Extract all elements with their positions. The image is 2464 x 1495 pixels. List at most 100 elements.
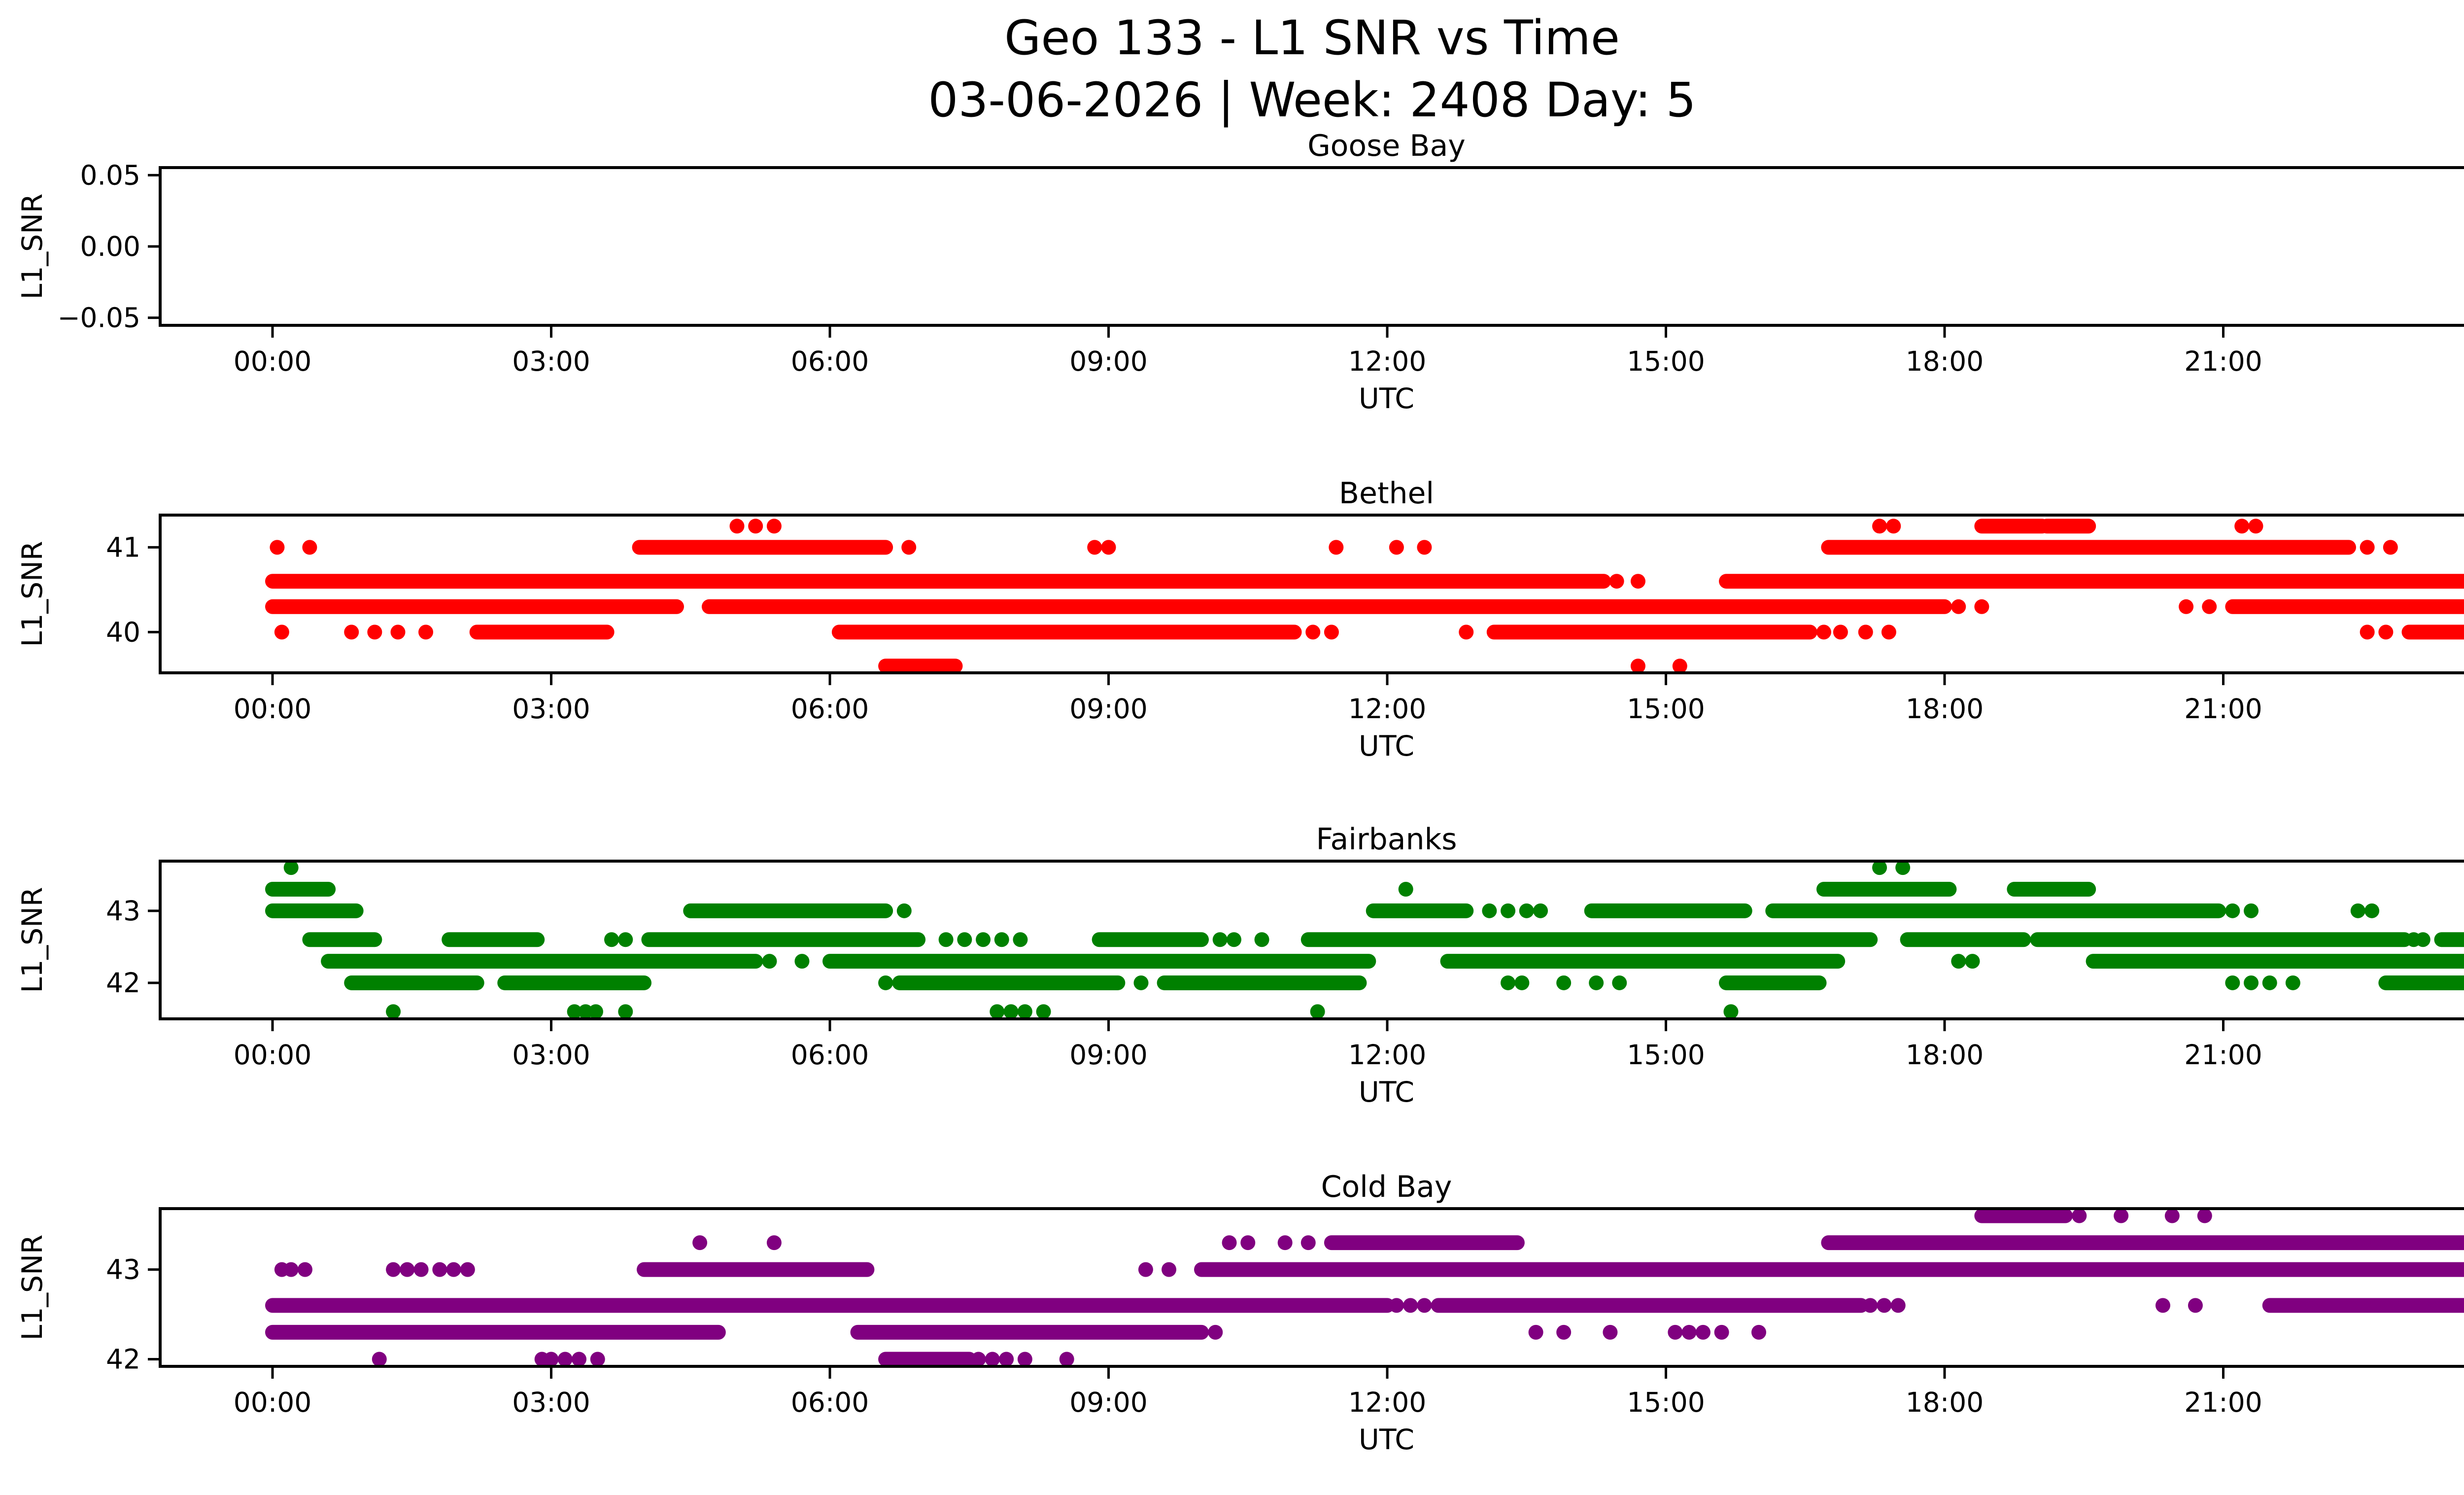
x-axis-label: UTC	[1359, 1076, 1414, 1109]
scatter-point	[302, 540, 317, 555]
x-tick-label: 03:00	[512, 346, 590, 377]
scatter-point	[1013, 932, 1028, 947]
scatter-point	[896, 903, 912, 918]
x-tick-label: 12:00	[1348, 346, 1427, 377]
scatter-point	[283, 860, 299, 875]
scatter-point	[2225, 903, 2240, 918]
x-tick-label: 12:00	[1348, 1387, 1427, 1418]
scatter-point	[446, 1262, 461, 1277]
scatter-point	[367, 625, 382, 640]
scatter-point	[1222, 1235, 1237, 1251]
scatter-point	[971, 1352, 986, 1367]
scatter-point	[2244, 975, 2259, 990]
x-tick-label: 18:00	[1906, 1387, 1984, 1418]
scatter-point	[1305, 625, 1321, 640]
subplot-title-goose-bay: Goose Bay	[1307, 129, 1466, 163]
scatter-point	[1212, 932, 1228, 947]
scatter-point	[618, 932, 633, 947]
x-tick-label: 09:00	[1069, 693, 1148, 725]
scatter-point	[1681, 1324, 1697, 1340]
scatter-point	[1389, 540, 1404, 555]
scatter-point	[2072, 1208, 2087, 1223]
scatter-point	[1324, 625, 1339, 640]
scatter-point	[1872, 860, 1887, 875]
scatter-point	[386, 1262, 401, 1277]
scatter-point	[2114, 1208, 2129, 1223]
scatter-point	[1872, 519, 1887, 534]
scatter-point	[460, 1262, 475, 1277]
scatter-point	[1612, 975, 1627, 990]
y-tick-label: 43	[106, 1254, 140, 1286]
scatter-series-cold-bay	[265, 1208, 2464, 1367]
scatter-point	[1501, 903, 1516, 918]
scatter-point	[578, 1004, 593, 1019]
subplot-cold-bay: Cold Bay L1_SNR 00:00 03:00 06:00 09:00 12:00 1…	[16, 1170, 2464, 1456]
scatter-point	[1890, 1298, 1906, 1313]
x-tick-label: 00:00	[2463, 346, 2464, 377]
x-tick-label: 15:00	[1627, 1039, 1705, 1071]
scatter-point	[1895, 860, 1911, 875]
scatter-point	[1630, 574, 1645, 589]
x-tick-label: 06:00	[791, 346, 869, 377]
x-tick-label: 15:00	[1627, 346, 1705, 377]
x-tick-label: 09:00	[1069, 1039, 1148, 1071]
scatter-point	[2197, 1208, 2212, 1223]
y-axis-label: L1_SNR	[16, 194, 49, 300]
scatter-point	[2164, 1208, 2180, 1223]
x-tick-label: 00:00	[234, 1039, 312, 1071]
scatter-point	[1858, 625, 1873, 640]
scatter-point	[2155, 1298, 2170, 1313]
scatter-point	[729, 519, 745, 534]
x-tick-label: 15:00	[1627, 1387, 1705, 1418]
scatter-point	[588, 1004, 603, 1019]
scatter-series-fairbanks	[265, 860, 2464, 1019]
scatter-point	[1459, 625, 1474, 640]
scatter-point	[1695, 1324, 1711, 1340]
scatter-point	[938, 932, 954, 947]
scatter-point	[1501, 975, 1516, 990]
x-tick-label: 06:00	[791, 1387, 869, 1418]
scatter-point	[2360, 540, 2375, 555]
y-tick-label: 42	[106, 1343, 140, 1375]
scatter-point	[2234, 519, 2250, 534]
scatter-point	[270, 540, 285, 555]
scatter-point	[2202, 599, 2217, 614]
scatter-point	[1965, 954, 1980, 969]
y-axis-label: L1_SNR	[16, 1235, 49, 1341]
x-tick-label: 09:00	[1069, 346, 1148, 377]
scatter-point	[1389, 1298, 1404, 1313]
y-tick-label: 42	[106, 967, 140, 999]
scatter-point	[1226, 932, 1241, 947]
x-tick-label: 03:00	[512, 1387, 590, 1418]
scatter-point	[1417, 1298, 1432, 1313]
scatter-point	[1254, 932, 1269, 947]
scatter-point	[386, 1004, 401, 1019]
scatter-point	[297, 1262, 312, 1277]
figure-subtitle: 03-06-2026 | Week: 2408 Day: 5	[928, 72, 1696, 128]
scatter-point	[2415, 932, 2430, 947]
subplot-bethel: Bethel L1_SNR 00:00 03:00 06:00 09:00 12:00 15:…	[16, 476, 2464, 763]
scatter-point	[1482, 903, 1497, 918]
scatter-point	[2179, 599, 2194, 614]
y-tick-label: 41	[106, 531, 140, 563]
plot-frame	[159, 514, 2464, 674]
scatter-point	[344, 625, 359, 640]
x-tick-label: 18:00	[1906, 693, 1984, 725]
scatter-point	[1609, 574, 1624, 589]
scatter-point	[1556, 1324, 1572, 1340]
scatter-point	[1951, 599, 1966, 614]
y-tick-label: 40	[106, 616, 140, 648]
scatter-point	[283, 1262, 299, 1277]
x-axis-label: UTC	[1359, 1424, 1414, 1456]
scatter-point	[1668, 1324, 1683, 1340]
scatter-point	[1630, 659, 1645, 674]
subplot-goose-bay: Goose Bay L1_SNR 00:00 03:00 06:00 09:00 12:00…	[16, 129, 2464, 415]
scatter-point	[1886, 519, 1901, 534]
x-tick-label: 18:00	[1906, 346, 1984, 377]
x-tick-label: 06:00	[791, 693, 869, 725]
scatter-point	[1162, 1262, 1177, 1277]
scatter-point	[2350, 903, 2365, 918]
y-tick-label: −0.05	[57, 302, 140, 334]
scatter-point	[1514, 975, 1530, 990]
